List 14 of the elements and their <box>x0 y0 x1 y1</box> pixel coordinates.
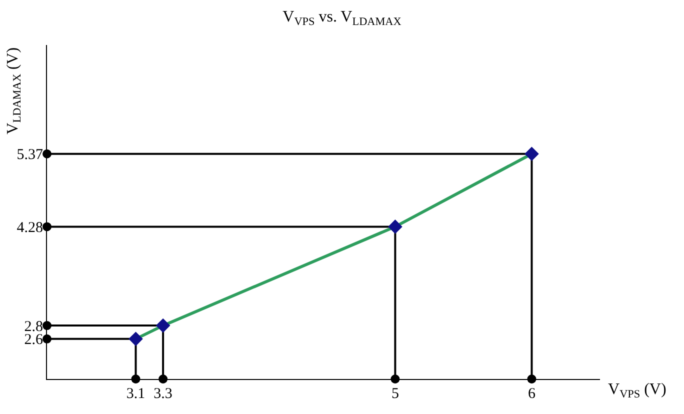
x-axis-title: V$_{VPS}$ (V) <box>608 381 666 400</box>
x-tick-label: 5 <box>391 386 399 402</box>
point <box>524 146 539 162</box>
point <box>156 318 170 333</box>
y-tick-label: 4.28 <box>16 220 43 236</box>
x-tick-label: 3.3 <box>154 386 172 402</box>
x-tick-label: 6 <box>528 386 536 402</box>
x-tick-label: 3.1 <box>126 386 146 402</box>
y-tick-label: 2.8 <box>24 318 43 335</box>
point <box>388 220 402 234</box>
y-tick-label: 5.37 <box>16 147 44 164</box>
chart-title: V$_{VPS}$ vs. V$_{LDAMAX}$ <box>282 8 402 28</box>
y-tick-label: 2.6 <box>24 332 44 348</box>
point <box>128 332 143 346</box>
